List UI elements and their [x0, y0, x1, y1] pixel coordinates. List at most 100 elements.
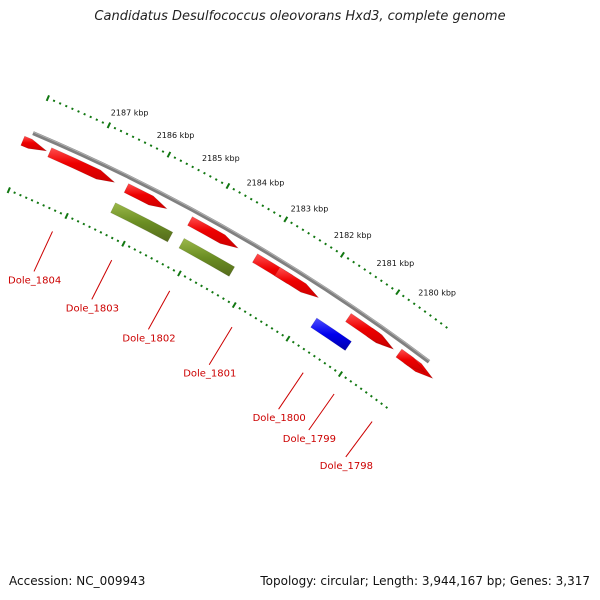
genome-backbone	[32, 131, 431, 364]
outer-tick	[149, 144, 153, 147]
outer-tick	[418, 306, 422, 310]
scale-label: 2184 kbp	[247, 179, 285, 188]
outer-tick	[261, 204, 265, 208]
topology-text: Topology: circular; Length: 3,944,167 bp…	[260, 574, 590, 588]
inner-tick	[227, 300, 231, 304]
gene-dole-1800-leader	[278, 372, 304, 410]
outer-tick	[197, 168, 200, 172]
inner-tick	[333, 369, 337, 372]
inner-tick	[88, 225, 91, 229]
outer-tick	[64, 104, 68, 108]
outer-tick	[191, 165, 195, 169]
inner-tick	[238, 306, 242, 310]
outer-tick	[203, 171, 206, 175]
inner-tick	[121, 240, 126, 247]
inner-tick	[194, 281, 198, 285]
outer-tick	[113, 126, 117, 130]
outer-tick	[58, 102, 62, 105]
gene-dole-1801-leader	[208, 326, 233, 365]
inner-tick	[281, 333, 285, 337]
outer-tick	[225, 182, 231, 190]
inner-tick	[354, 383, 358, 387]
outer-tick	[312, 235, 316, 239]
outer-tick	[445, 326, 448, 329]
outer-tick	[395, 289, 401, 296]
outer-tick	[214, 178, 218, 181]
inner-tick	[82, 222, 86, 226]
outer-tick	[255, 201, 259, 204]
gene-arrow	[345, 312, 392, 349]
inner-tick	[275, 330, 279, 334]
gene-dole-1798-leader	[345, 421, 373, 458]
outer-tick	[143, 141, 147, 144]
inner-tick	[116, 239, 120, 243]
inner-tick	[144, 254, 148, 257]
inner-tick	[243, 310, 247, 314]
inner-tick	[59, 211, 63, 215]
outer-tick	[301, 228, 305, 232]
inner-tick	[133, 248, 137, 251]
outer-tick	[324, 242, 327, 246]
outer-tick	[208, 174, 212, 178]
outer-tick	[161, 150, 165, 153]
gene-dole-1799-leader	[308, 393, 335, 431]
inner-tick	[323, 361, 327, 365]
inner-tick	[254, 316, 258, 320]
inner-tick	[6, 187, 11, 194]
inner-tick	[24, 196, 28, 200]
gene-dole-1800-label: Dole_1800	[253, 413, 306, 424]
inner-tick	[155, 259, 159, 263]
scale-label: 2186 kbp	[157, 131, 195, 140]
scale-label: 2182 kbp	[334, 231, 372, 240]
inner-tick	[42, 204, 45, 207]
outer-tick	[131, 135, 135, 139]
inner-tick	[64, 212, 69, 220]
inner-tick	[183, 275, 187, 278]
outer-tick	[379, 279, 383, 283]
inner-tick	[161, 262, 165, 266]
outer-tick	[278, 214, 282, 218]
gene-labels: Dole_1804 Dole_1803 Dole_1802 Dole_1801 Dole…	[8, 231, 373, 472]
outer-tick	[119, 129, 123, 133]
outer-tick	[290, 221, 293, 225]
outer-tick	[368, 271, 372, 275]
outer-tick	[267, 207, 270, 211]
outer-tick	[155, 147, 159, 150]
backbone-highlight	[33, 131, 431, 362]
outer-tick	[429, 314, 432, 317]
inner-tick	[211, 290, 214, 294]
inner-tick	[166, 265, 170, 269]
outer-tick	[335, 249, 339, 253]
inner-tick	[349, 379, 353, 383]
outer-tick	[434, 318, 438, 321]
inner-tick	[380, 402, 383, 406]
gene-dole-1798-label: Dole_1798	[320, 461, 373, 472]
outer-tick	[339, 251, 345, 258]
outer-tick	[407, 298, 411, 302]
outer-tick	[52, 99, 56, 103]
gene-dole-1803	[110, 202, 174, 243]
inner-tick	[76, 220, 80, 223]
inner-tick	[200, 284, 203, 288]
outer-tick	[244, 194, 247, 198]
outer-tick	[352, 260, 356, 264]
gene-dole-1803-label: Dole_1803	[66, 303, 119, 314]
outer-tick	[439, 322, 443, 325]
inner-tick	[249, 313, 252, 317]
inner-tick	[297, 344, 300, 347]
inner-tick	[48, 206, 51, 210]
inner-tick	[318, 358, 322, 362]
inner-tick	[359, 387, 363, 391]
inner-tick	[259, 320, 263, 324]
gene-dole-1802	[178, 237, 236, 277]
accession-text: Accession: NC_009943	[9, 574, 146, 588]
inner-tick	[205, 287, 209, 291]
scale-label: 2187 kbp	[111, 109, 149, 118]
scale-label: 2181 kbp	[377, 259, 415, 268]
inner-tick	[337, 371, 344, 378]
outer-tick	[220, 181, 224, 185]
outer-tick	[307, 231, 310, 235]
outer-tick	[101, 121, 105, 124]
inner-tick	[385, 406, 389, 409]
inner-tick	[105, 233, 108, 237]
